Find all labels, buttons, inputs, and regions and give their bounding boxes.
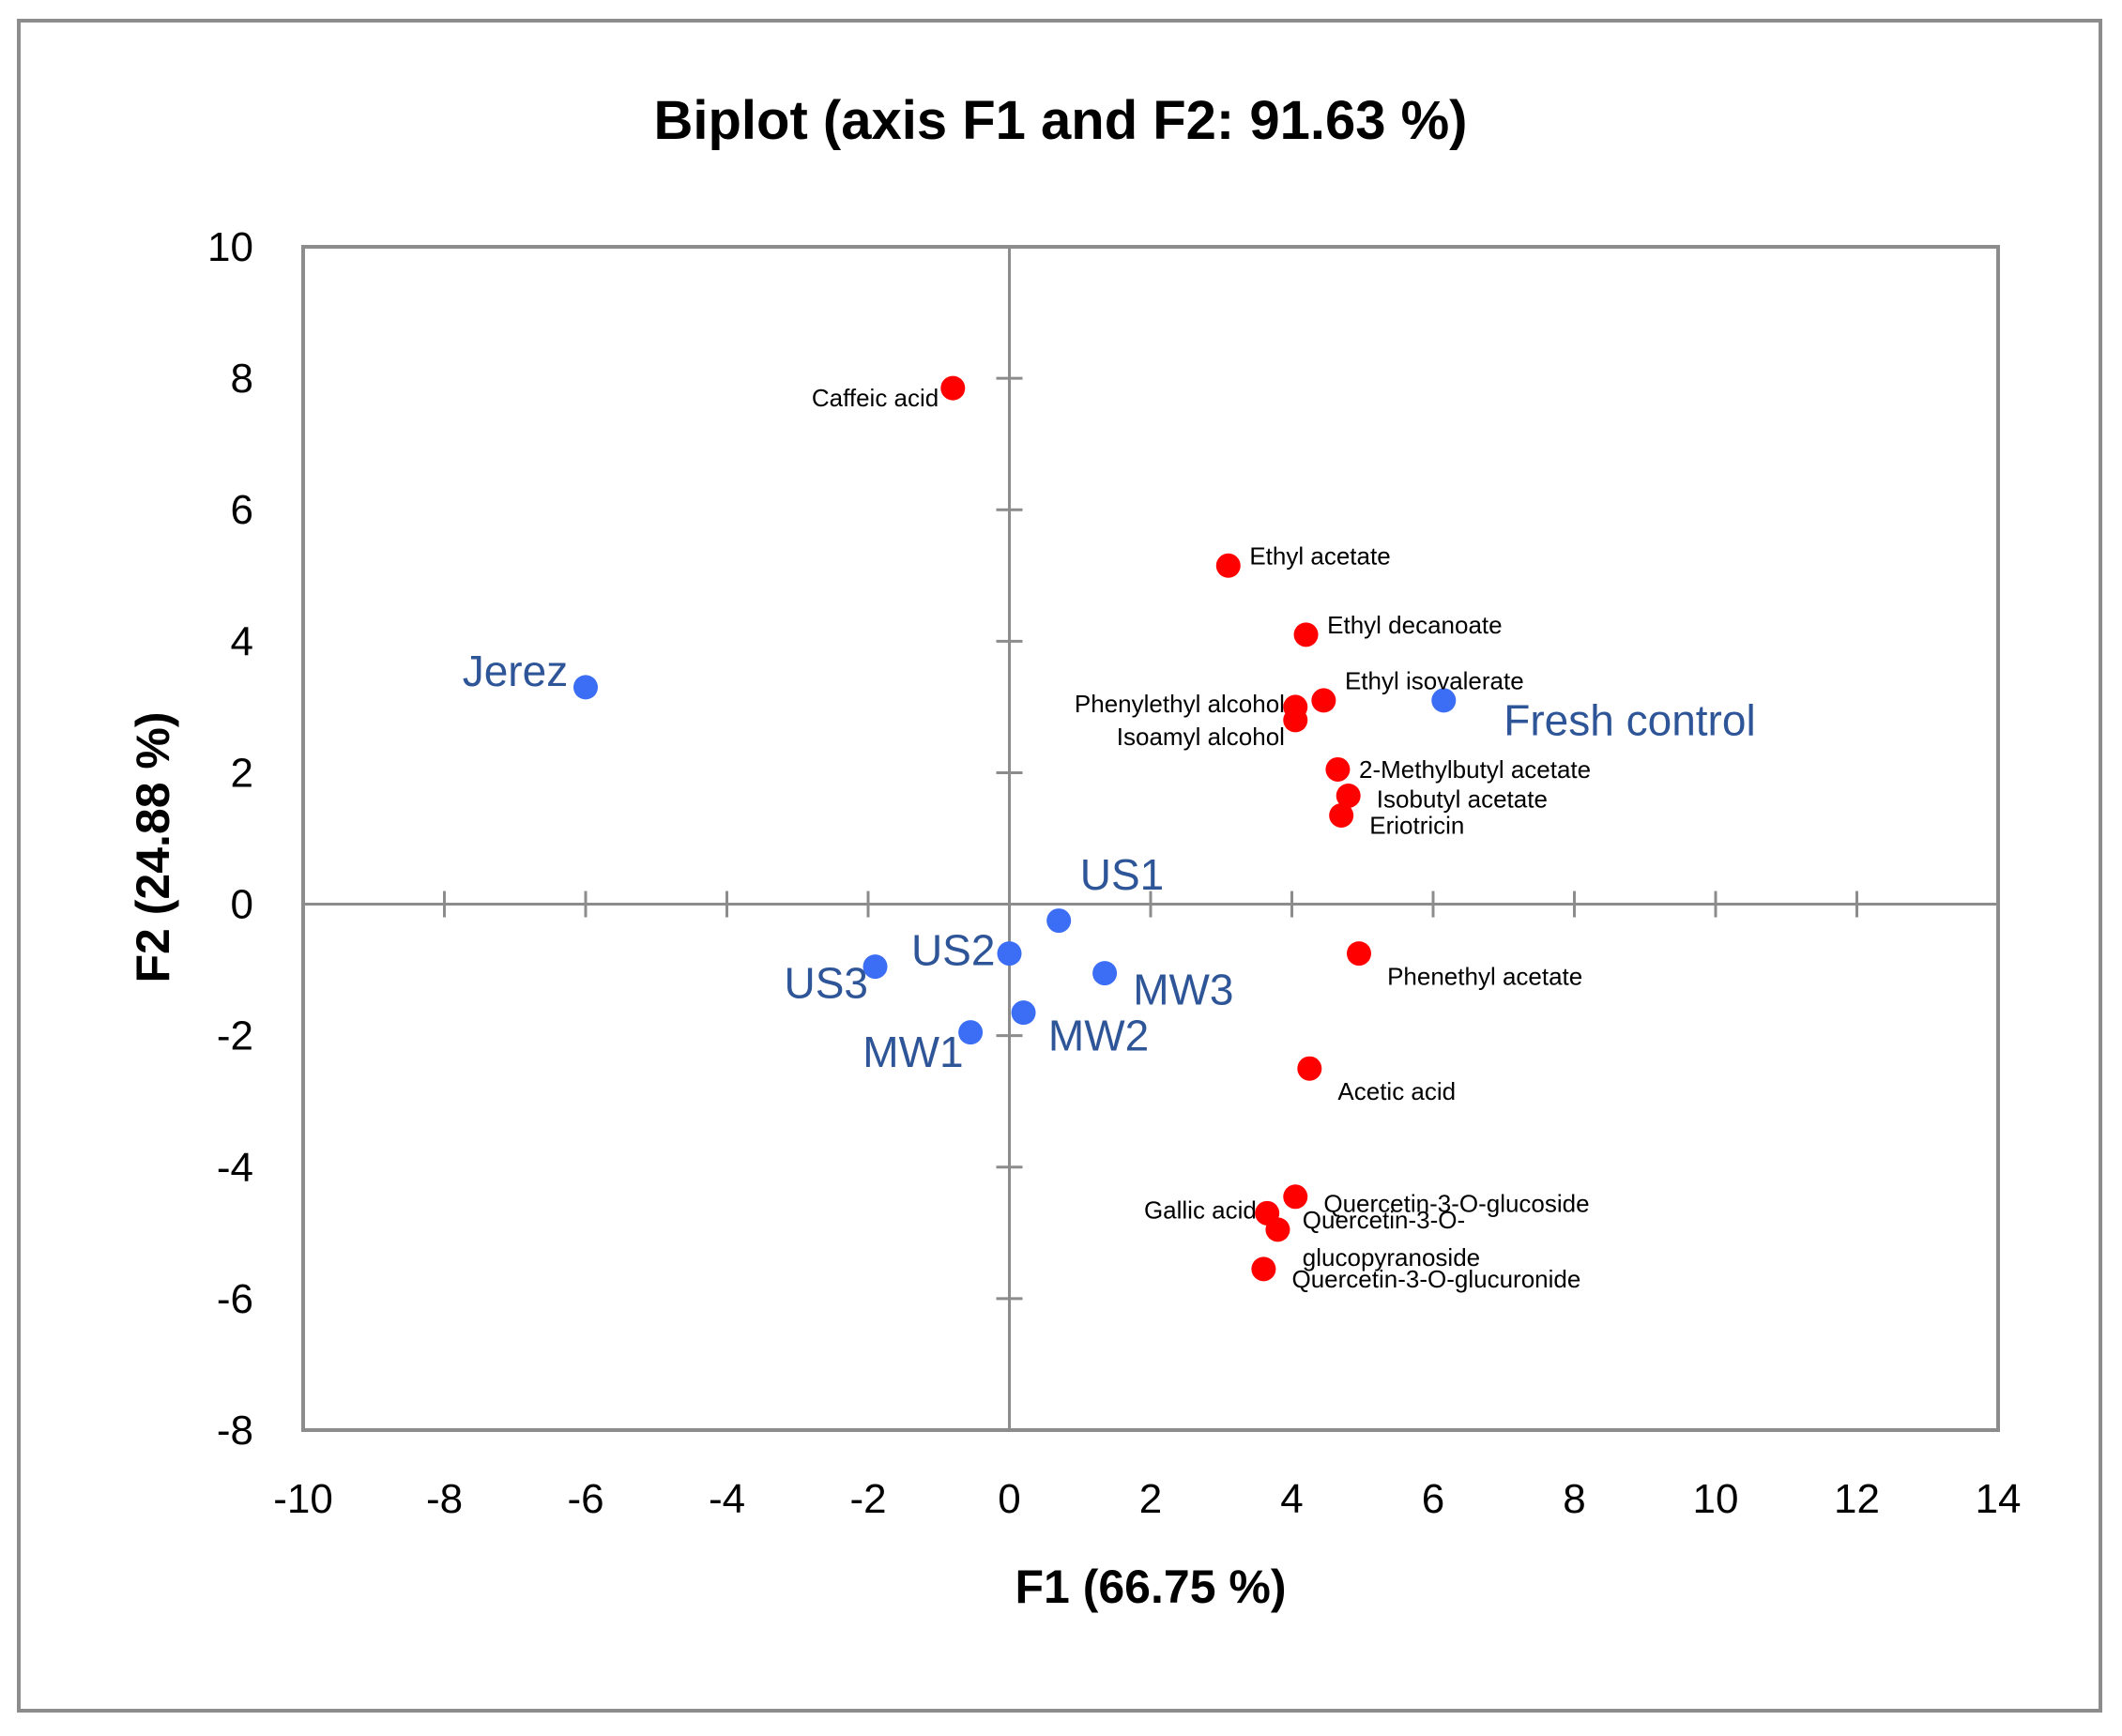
y-tick-label: 6	[231, 487, 253, 533]
variable-point	[1346, 941, 1371, 967]
observation-point	[958, 1020, 984, 1045]
y-tick-label: -2	[217, 1013, 253, 1059]
observation-point	[1046, 908, 1072, 934]
y-tick-label: 2	[231, 750, 253, 796]
x-axis-ticks: -10 -8 -6 -4 -2 0 2 4 6 8 10 12 14	[273, 891, 2021, 1522]
x-tick-label: 4	[1280, 1476, 1303, 1522]
observation-point	[1011, 1000, 1036, 1026]
x-tick-label: 14	[1976, 1476, 2022, 1522]
y-tick-label: 4	[231, 618, 253, 664]
variable-label: Caffeic acid	[812, 384, 939, 412]
observation-point	[1431, 688, 1457, 713]
variable-label-line: Quercetin-3-O-	[1303, 1206, 1465, 1234]
observation-label: US1	[1080, 850, 1164, 899]
variable-point	[1325, 756, 1351, 782]
variable-label: Phenethyl acetate	[1387, 963, 1582, 991]
y-axis-ticks: -8 -6 -4 -2 0 2 4 6 8 10	[207, 224, 1023, 1454]
observation-label: US2	[911, 926, 995, 975]
variable-label: Gallic acid	[1144, 1195, 1257, 1224]
observation-label: Jerez	[463, 647, 568, 695]
chart-title: Biplot (axis F1 and F2: 91.63 %)	[654, 90, 1468, 151]
variable-label: Isoamyl alcohol	[1117, 723, 1285, 751]
variable-label: Quercetin-3-O-glucoside	[1323, 1189, 1589, 1217]
variable-point	[1297, 1056, 1322, 1081]
variable-label: Isobutyl acetate	[1377, 784, 1548, 813]
variable-label: Eriotricin	[1369, 811, 1464, 839]
x-tick-label: 8	[1563, 1476, 1585, 1522]
x-tick-label: -6	[567, 1476, 603, 1522]
x-tick-label: -4	[709, 1476, 745, 1522]
y-tick-label: -8	[217, 1408, 253, 1454]
variable-point	[1329, 802, 1354, 828]
y-tick-label: -4	[217, 1145, 253, 1191]
variable-point	[1283, 708, 1308, 733]
y-tick-label: 10	[207, 224, 253, 270]
y-tick-label: 8	[231, 356, 253, 402]
plot-area	[301, 245, 2000, 1432]
x-tick-label: -10	[273, 1476, 333, 1522]
variable-point	[1265, 1217, 1290, 1242]
y-axis-label: F2 (24.88 %)	[127, 711, 179, 982]
variable-label: Phenylethyl alcohol	[1075, 690, 1285, 718]
variable-point	[1336, 783, 1361, 808]
y-tick-label: 0	[231, 882, 253, 928]
variable-point	[1311, 688, 1336, 713]
variables-series: Caffeic acid Ethyl acetate Ethyl decanoate…	[812, 375, 1591, 1293]
variable-label: Quercetin-3-O-glucopyranoside	[1303, 1206, 1480, 1272]
variable-label-line: glucopyranoside	[1303, 1243, 1480, 1272]
variable-label: Ethyl acetate	[1249, 541, 1390, 570]
variable-label: Acetic acid	[1337, 1077, 1456, 1105]
variable-point	[1293, 622, 1319, 647]
observation-label: MW2	[1048, 1012, 1149, 1060]
x-tick-label: 12	[1834, 1476, 1880, 1522]
variable-label: Quercetin-3-O-glucuronide	[1292, 1265, 1581, 1293]
variable-point	[1251, 1256, 1276, 1282]
observation-point	[863, 954, 888, 980]
y-tick-label: -6	[217, 1276, 253, 1322]
variable-label: Ethyl isovalerate	[1345, 666, 1524, 694]
x-tick-label: -2	[849, 1476, 886, 1522]
variable-label: Ethyl decanoate	[1327, 611, 1502, 639]
observation-label: MW1	[863, 1028, 963, 1076]
variable-point	[1283, 1184, 1308, 1210]
observation-point	[1092, 961, 1118, 986]
observation-label: Fresh control	[1504, 695, 1755, 744]
x-tick-label: 2	[1139, 1476, 1162, 1522]
x-tick-label: 0	[998, 1476, 1020, 1522]
observation-label: MW3	[1133, 966, 1233, 1014]
zero-axes	[303, 247, 1998, 1430]
observation-label: US3	[785, 959, 868, 1008]
x-tick-label: 6	[1422, 1476, 1444, 1522]
observation-point	[573, 675, 598, 700]
x-tick-label: -8	[426, 1476, 463, 1522]
x-tick-label: 10	[1693, 1476, 1739, 1522]
variable-point	[1215, 553, 1241, 578]
variable-point	[940, 375, 966, 401]
variable-label: 2-Methylbutyl acetate	[1359, 755, 1591, 784]
x-axis-label: F1 (66.75 %)	[1015, 1561, 1286, 1613]
observation-point	[997, 941, 1022, 967]
